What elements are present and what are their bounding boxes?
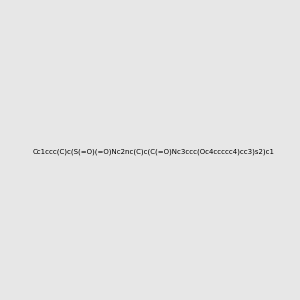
Text: Cc1ccc(C)c(S(=O)(=O)Nc2nc(C)c(C(=O)Nc3ccc(Oc4ccccc4)cc3)s2)c1: Cc1ccc(C)c(S(=O)(=O)Nc2nc(C)c(C(=O)Nc3cc… (33, 148, 275, 155)
